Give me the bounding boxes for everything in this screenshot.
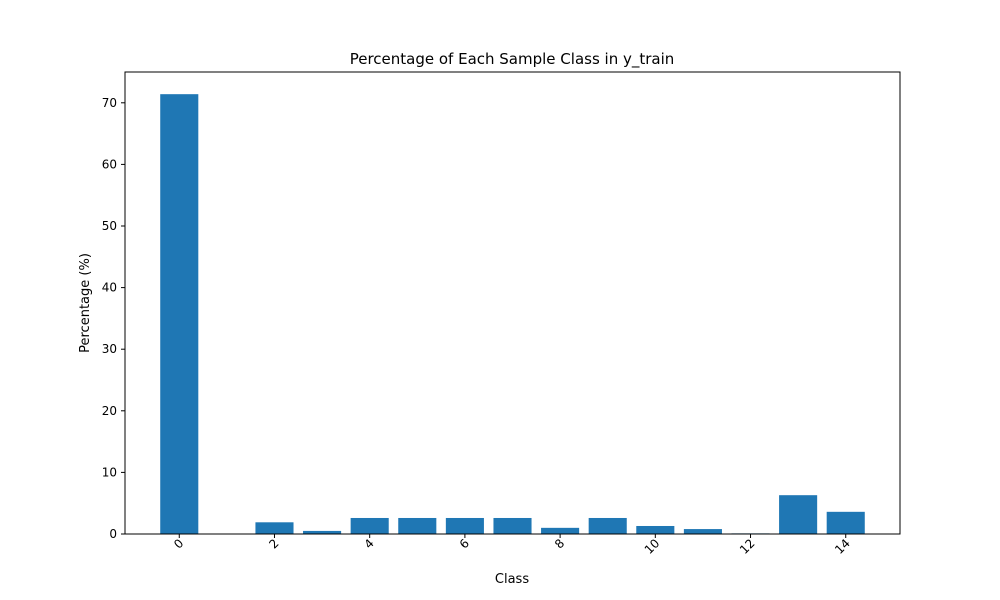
y-tick-label: 10 (102, 465, 117, 479)
bar-class-8 (541, 527, 580, 534)
x-tick-label: 8 (552, 536, 567, 551)
y-tick-label: 40 (102, 281, 117, 295)
x-tick-label: 4 (362, 536, 377, 551)
bar-class-5 (398, 517, 437, 534)
bar-class-2 (255, 522, 294, 534)
bars-group (160, 94, 865, 535)
x-tick-label: 10 (642, 536, 663, 557)
y-tick-label: 0 (109, 527, 117, 541)
x-axis-label: Class (495, 572, 529, 587)
y-tick-label: 30 (102, 342, 117, 356)
y-tick-label: 50 (102, 219, 117, 233)
x-tick-label: 2 (266, 536, 281, 551)
y-axis-label: Percentage (%) (78, 253, 93, 353)
bar-class-4 (350, 517, 389, 534)
bar-class-14 (826, 511, 865, 534)
chart-title: Percentage of Each Sample Class in y_tra… (350, 50, 675, 69)
bar-class-3 (303, 530, 342, 534)
y-tick-label: 20 (102, 404, 117, 418)
bar-class-13 (779, 495, 818, 534)
x-tick-label: 6 (457, 536, 472, 551)
x-axis: 0 2 4 6 8 10 12 14 (171, 534, 853, 557)
x-tick-label: 12 (737, 536, 758, 557)
y-tick-label: 60 (102, 157, 117, 171)
y-tick-label: 70 (102, 96, 117, 110)
y-axis: 0 10 20 30 40 50 60 70 (102, 96, 125, 541)
x-tick-label: 0 (171, 536, 186, 551)
bar-class-11 (683, 529, 722, 534)
bar-class-7 (493, 517, 532, 534)
bar-class-10 (636, 525, 675, 534)
x-tick-label: 14 (832, 536, 853, 557)
plot-frame (124, 71, 901, 535)
bar-class-0 (160, 94, 199, 535)
bar-class-6 (445, 517, 484, 534)
bar-class-9 (588, 517, 627, 534)
